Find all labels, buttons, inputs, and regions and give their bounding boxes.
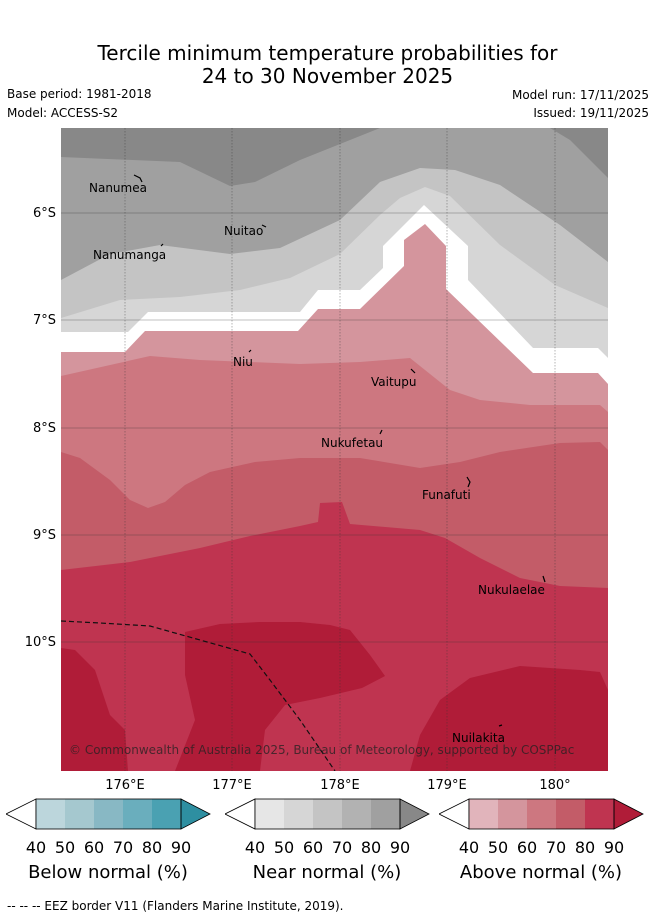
island-label-nuitao: Nuitao [224, 224, 263, 238]
above-normal-bin-50-60 [498, 799, 527, 829]
lat-label-7s: 7°S [32, 313, 56, 328]
nanumanga-shape [160, 243, 164, 247]
map-title-line1: Tercile minimum temperature probabilitie… [97, 41, 558, 65]
probability-map: Nanumea Nuitao Nanumanga Niu Vaitupu Nuk… [61, 128, 608, 771]
base-period: Base period: 1981-2018 [7, 87, 152, 101]
above-normal-90-east [410, 666, 608, 771]
above-tick-60: 60 [516, 838, 538, 857]
above-normal-90-west [61, 648, 128, 771]
below-normal-bin-40-50 [36, 799, 65, 829]
near-normal-title: Near normal (%) [252, 862, 402, 883]
island-label-nanumanga: Nanumanga [93, 248, 166, 262]
lon-label-179e: 179°E [427, 778, 467, 793]
eez-footnote: -- -- -- EEZ border V11 (Flanders Marine… [7, 899, 344, 913]
lat-label-9s: 9°S [32, 528, 56, 543]
near-normal-bin-70-80 [342, 799, 371, 829]
colorbar-near-normal [225, 798, 430, 830]
island-label-niu: Niu [233, 355, 253, 369]
copyright-notice: © Commonwealth of Australia 2025, Bureau… [69, 743, 574, 757]
near-normal-bin-50-60 [284, 799, 313, 829]
near-normal-extend-high [399, 798, 430, 830]
island-label-nanumea: Nanumea [89, 181, 147, 195]
lat-label-8s: 8°S [32, 421, 56, 436]
nuitao-shape [261, 224, 267, 228]
lon-label-178e: 178°E [320, 778, 360, 793]
below-normal-bin-80-90 [152, 799, 181, 829]
near-normal-bin-40-50 [255, 799, 284, 829]
above-tick-80: 80 [574, 838, 596, 857]
funafuti-shape [466, 476, 471, 488]
below-normal-title: Below normal (%) [28, 862, 188, 883]
island-label-funafuti: Funafuti [422, 488, 471, 502]
above-normal-extend-high [613, 798, 644, 830]
below-normal-bin-50-60 [65, 799, 94, 829]
near-tick-50: 50 [273, 838, 295, 857]
issued-date: Issued: 19/11/2025 [533, 106, 649, 120]
lat-label-10s: 10°S [24, 635, 56, 650]
below-tick-40: 40 [25, 838, 47, 857]
above-normal-bin-70-80 [556, 799, 585, 829]
below-tick-80: 80 [141, 838, 163, 857]
above-tick-70: 70 [545, 838, 567, 857]
near-tick-80: 80 [360, 838, 382, 857]
above-tick-90: 90 [603, 838, 625, 857]
lon-label-176e: 176°E [105, 778, 145, 793]
map-title-line2: 24 to 30 November 2025 [201, 64, 454, 88]
island-label-nukulaelae: Nukulaelae [478, 583, 545, 597]
nanumea-shape [133, 174, 143, 183]
lon-label-177e: 177°E [212, 778, 252, 793]
model-run: Model run: 17/11/2025 [511, 88, 649, 102]
island-label-nukufetau: Nukufetau [321, 436, 383, 450]
near-tick-70: 70 [331, 838, 353, 857]
above-normal-bin-80-90 [585, 799, 614, 829]
below-tick-50: 50 [54, 838, 76, 857]
above-tick-50: 50 [487, 838, 509, 857]
nuilakita-shape [498, 724, 503, 727]
lon-label-180: 180° [539, 778, 571, 793]
below-normal-extend-high [180, 798, 211, 830]
below-tick-70: 70 [112, 838, 134, 857]
niu-shape [248, 349, 252, 353]
eez-border [61, 620, 336, 771]
near-normal-bin-80-90 [371, 799, 400, 829]
colorbar-above-normal [439, 798, 644, 830]
below-tick-90: 90 [170, 838, 192, 857]
nukufetau-shape [379, 429, 383, 435]
above-normal-extend-low [439, 798, 470, 830]
near-normal-bin-60-70 [313, 799, 342, 829]
below-tick-60: 60 [83, 838, 105, 857]
below-normal-bin-60-70 [94, 799, 123, 829]
colorbar-below-normal [6, 798, 211, 830]
island-label-vaitupu: Vaitupu [371, 375, 417, 389]
island-label-nuilakita: Nuilakita [452, 731, 505, 745]
above-normal-title: Above normal (%) [459, 862, 623, 883]
above-tick-40: 40 [458, 838, 480, 857]
near-tick-40: 40 [244, 838, 266, 857]
vaitupu-shape [410, 368, 416, 374]
below-normal-bin-70-80 [123, 799, 152, 829]
lat-label-6s: 6°S [32, 206, 56, 221]
above-normal-90-central [175, 622, 385, 771]
above-normal-bin-40-50 [469, 799, 498, 829]
near-tick-90: 90 [389, 838, 411, 857]
model-name: Model: ACCESS-S2 [7, 106, 119, 120]
near-tick-60: 60 [302, 838, 324, 857]
above-normal-bin-60-70 [527, 799, 556, 829]
near-normal-extend-low [225, 798, 256, 830]
below-normal-extend-low [6, 798, 37, 830]
nukulaelae-shape [542, 575, 546, 583]
